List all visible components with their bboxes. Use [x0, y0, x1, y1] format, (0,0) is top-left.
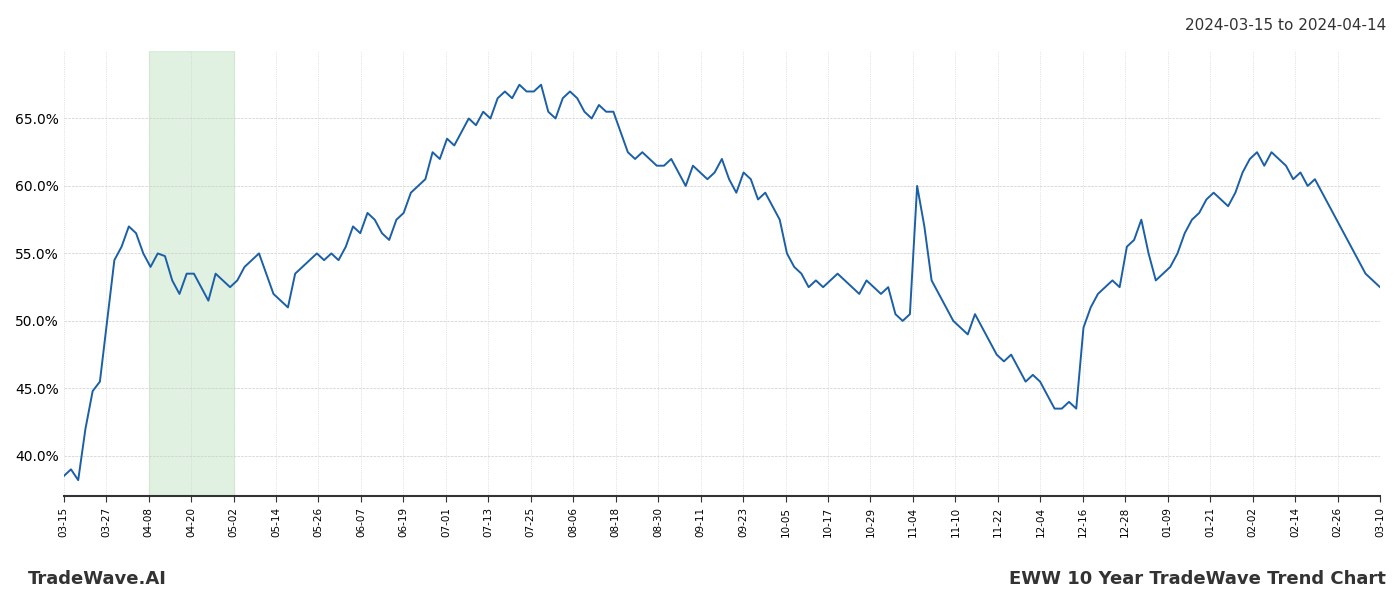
Text: TradeWave.AI: TradeWave.AI: [28, 570, 167, 588]
Text: 2024-03-15 to 2024-04-14: 2024-03-15 to 2024-04-14: [1184, 18, 1386, 33]
Bar: [148, 51, 234, 496]
Text: EWW 10 Year TradeWave Trend Chart: EWW 10 Year TradeWave Trend Chart: [1009, 570, 1386, 588]
